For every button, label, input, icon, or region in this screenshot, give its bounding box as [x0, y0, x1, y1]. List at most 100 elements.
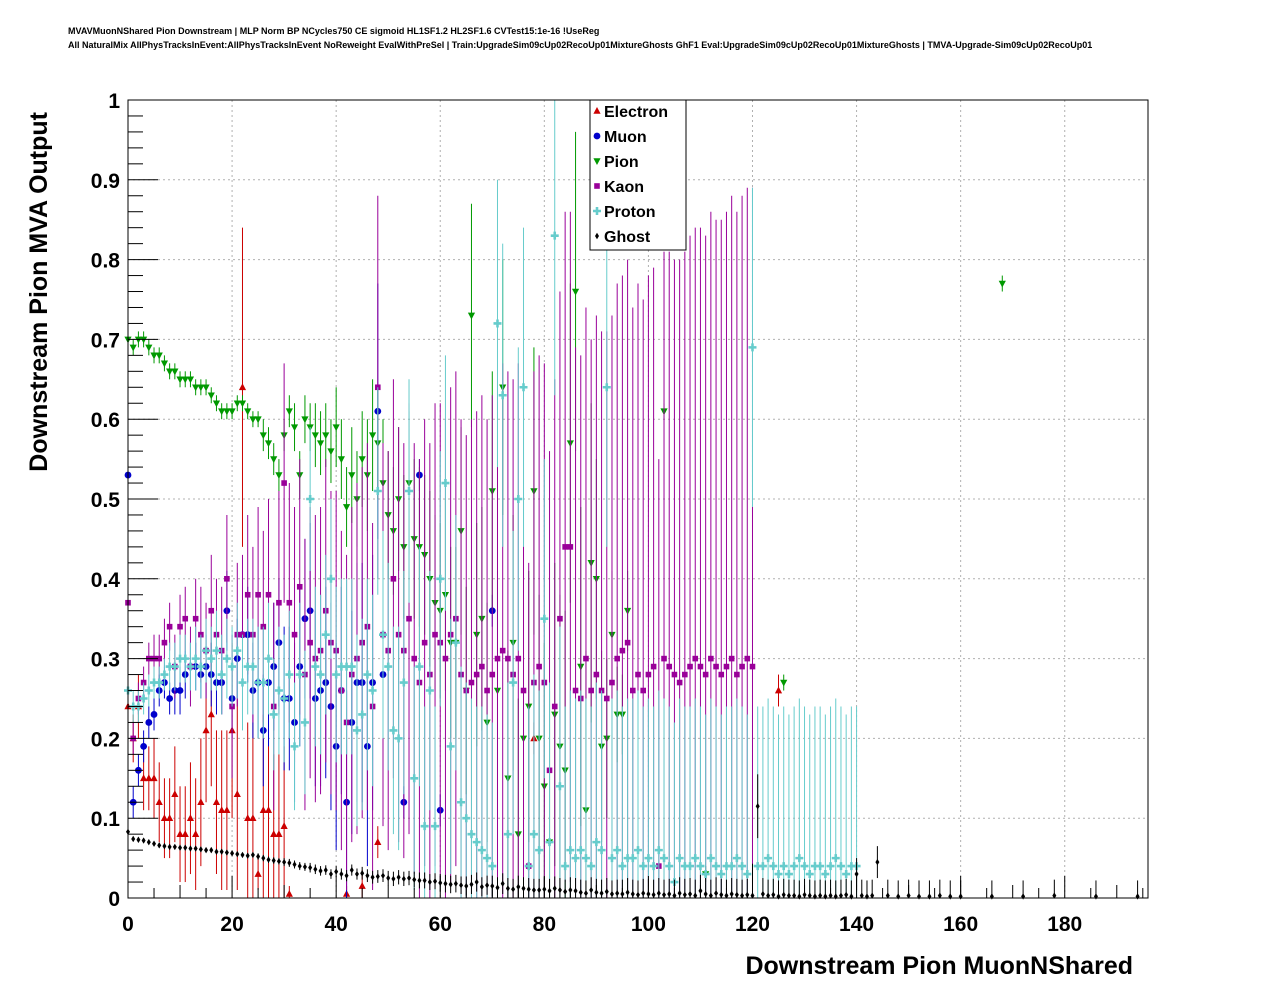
data-point [140, 336, 148, 344]
data-point [467, 312, 476, 320]
data-point [212, 646, 221, 655]
data-point [374, 838, 382, 845]
data-point [358, 882, 366, 889]
data-point [275, 830, 283, 837]
data-point [441, 479, 450, 488]
data-point [177, 623, 183, 630]
data-point [537, 886, 542, 894]
data-point [432, 631, 438, 638]
data-point [384, 662, 393, 671]
data-point [436, 574, 445, 583]
data-point [218, 408, 226, 416]
chart-title-line-2: All NaturalMix AllPhysTracksInEvent:AllP… [68, 40, 1093, 50]
data-point [701, 870, 710, 879]
data-point [223, 408, 231, 416]
data-point [780, 679, 788, 687]
data-point [181, 830, 189, 837]
data-point [619, 647, 626, 654]
data-point [547, 887, 552, 895]
data-point [425, 686, 434, 695]
data-point [134, 336, 143, 344]
data-point [515, 655, 522, 662]
x-tick-label: 0 [122, 913, 134, 936]
data-point [150, 774, 158, 782]
data-point [800, 862, 809, 871]
data-point [723, 663, 730, 670]
y-tick-label: 1 [108, 90, 120, 113]
data-point [831, 854, 840, 863]
data-point [665, 862, 674, 871]
data-point [644, 854, 653, 863]
data-point [295, 670, 304, 679]
data-point [948, 893, 953, 900]
data-point [156, 655, 163, 662]
legend-label-muon: Muon [604, 129, 647, 146]
data-point [805, 870, 814, 879]
data-point [405, 487, 414, 496]
data-point [521, 885, 526, 892]
data-point [795, 854, 804, 863]
x-tick-label: 180 [1047, 913, 1082, 936]
data-point [276, 599, 282, 606]
data-point [692, 655, 699, 662]
data-point [276, 858, 281, 865]
legend-marker-muon [593, 132, 601, 140]
data-point [150, 352, 158, 360]
data-point [755, 803, 760, 810]
data-point [807, 892, 812, 899]
data-point [696, 862, 705, 871]
data-point [296, 583, 303, 590]
data-point [781, 891, 786, 899]
data-point [375, 873, 380, 880]
data-point [509, 678, 518, 687]
data-point [745, 891, 750, 899]
data-point [854, 870, 859, 878]
data-point [484, 687, 490, 694]
data-point [240, 851, 245, 859]
data-point [842, 870, 851, 879]
data-point [836, 862, 845, 871]
data-point [786, 892, 791, 899]
data-point [472, 838, 481, 847]
data-point [287, 859, 292, 867]
data-point [524, 862, 533, 871]
data-point [464, 882, 469, 890]
data-point [155, 798, 163, 806]
data-point [365, 872, 370, 879]
data-point [818, 892, 823, 899]
data-point [514, 495, 523, 503]
data-point [712, 862, 721, 871]
data-point [498, 391, 507, 400]
data-point [166, 814, 174, 821]
data-point [597, 846, 606, 855]
data-point [639, 862, 648, 871]
data-point [165, 662, 174, 671]
data-point [410, 774, 419, 783]
data-point [230, 850, 235, 857]
data-point [222, 654, 231, 663]
data-point [810, 862, 819, 871]
data-point [186, 376, 195, 384]
data-point [244, 591, 251, 598]
data-point [602, 383, 611, 392]
y-tick-label: 0.3 [91, 649, 120, 672]
data-point [266, 856, 271, 863]
data-point [634, 846, 642, 855]
data-point [244, 814, 252, 821]
data-point [859, 892, 864, 899]
data-point [714, 890, 719, 897]
data-point [654, 846, 663, 855]
data-point [254, 416, 262, 424]
data-point [677, 890, 682, 897]
data-point [344, 872, 349, 879]
data-point [666, 663, 673, 670]
data-point [259, 806, 267, 814]
data-point [176, 830, 184, 837]
data-point [636, 891, 640, 899]
data-point [191, 654, 200, 663]
data-point [176, 376, 184, 384]
data-point [479, 883, 484, 891]
data-point [249, 416, 257, 424]
data-point [937, 892, 942, 899]
data-point [192, 615, 199, 622]
